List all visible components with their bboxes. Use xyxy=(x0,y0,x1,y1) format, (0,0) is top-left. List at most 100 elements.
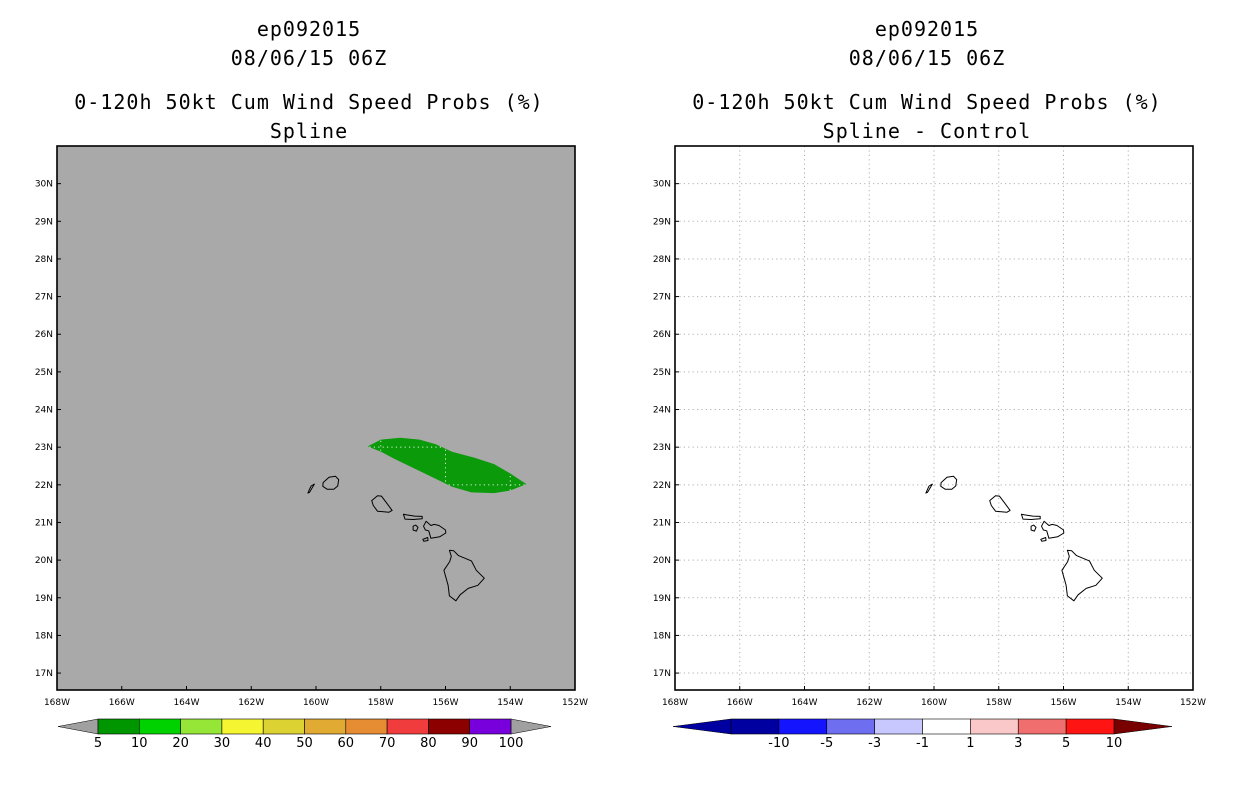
lon-tick-label: 166W xyxy=(109,698,135,708)
lat-tick-label: 25N xyxy=(653,368,671,378)
probability-area xyxy=(367,437,527,494)
colorbar-label: 40 xyxy=(255,736,272,751)
colorbar-swatch xyxy=(1065,718,1115,735)
colorbar-label: 5 xyxy=(1062,736,1070,751)
island-kahoolawe-outline xyxy=(1040,537,1047,542)
island-lanai-outline xyxy=(412,524,419,532)
product-title: 0-120h 50kt Cum Wind Speed Probs (%) xyxy=(74,90,544,114)
map-frame xyxy=(56,145,576,691)
lat-tick-label: 19N xyxy=(35,594,53,604)
colorbar-swatch xyxy=(826,718,875,735)
colorbar-label: -10 xyxy=(768,736,789,751)
colorbar-label: 3 xyxy=(1014,736,1022,751)
lat-tick-label: 18N xyxy=(35,631,53,641)
island-kauai-outline xyxy=(322,475,340,490)
lat-tick-label: 23N xyxy=(35,443,53,453)
map-frame xyxy=(674,145,1194,691)
colorbar-swatch xyxy=(922,718,971,735)
lat-tick-label: 21N xyxy=(35,518,53,528)
left-panel: ep092015 08/06/15 06Z 0-120h 50kt Cum Wi… xyxy=(35,17,588,751)
island-oahu-outline xyxy=(371,495,393,513)
lat-tick-label: 17N xyxy=(653,669,671,679)
lat-tick-label: 28N xyxy=(35,255,53,265)
lat-tick-label: 29N xyxy=(35,217,53,227)
datetime-title: 08/06/15 06Z xyxy=(848,46,1006,70)
island-hawaii-outline xyxy=(443,549,485,602)
lon-tick-label: 154W xyxy=(1115,698,1141,708)
colorbar-label: 60 xyxy=(338,736,355,751)
colorbar-swatch xyxy=(778,718,828,735)
lat-tick-label: 22N xyxy=(653,481,671,491)
colorbar-label: -1 xyxy=(916,736,929,751)
colorbar-swatch xyxy=(428,718,470,735)
colorbar-label: 90 xyxy=(461,736,478,751)
probability-map: 17N 18N 19N 20N 21N 22N 23N 24N 25N 26N 27N 28N 29N 3… xyxy=(35,145,588,751)
colorbar-label: 80 xyxy=(420,736,437,751)
lon-tick-label: 162W xyxy=(856,698,882,708)
product-title: 0-120h 50kt Cum Wind Speed Probs (%) xyxy=(692,90,1162,114)
colorbar-left-arrow xyxy=(672,718,732,735)
lon-tick-label: 158W xyxy=(986,698,1012,708)
colorbar-label: 1 xyxy=(966,736,974,751)
colorbar-label: 50 xyxy=(296,736,313,751)
colorbar-label: 30 xyxy=(214,736,231,751)
island-maui-outline xyxy=(1041,520,1065,539)
colorbar-swatch xyxy=(970,718,1019,735)
island-hawaii-outline xyxy=(1061,549,1103,602)
lon-tick-label: 164W xyxy=(791,698,817,708)
colorbar-label: 10 xyxy=(131,736,148,751)
colorbar-label: 10 xyxy=(1106,736,1123,751)
island-oahu-outline xyxy=(989,495,1011,513)
lon-tick-label: 152W xyxy=(1180,698,1206,708)
lon-tick-label: 168W xyxy=(44,698,70,708)
lat-tick-label: 17N xyxy=(35,669,53,679)
lon-tick-label: 164W xyxy=(173,698,199,708)
colorbar-label: 70 xyxy=(379,736,396,751)
colorbar-swatch xyxy=(180,718,223,735)
lat-tick-label: 20N xyxy=(653,556,671,566)
storm-id-title: ep092015 xyxy=(874,17,980,41)
difference-map: 17N 18N 19N 20N 21N 22N 23N 24N 25N 26N 27N 28N 29N 3… xyxy=(653,145,1206,751)
island-maui-outline xyxy=(423,520,447,539)
colorbar-swatch xyxy=(97,718,140,735)
method-title: Spline - Control xyxy=(822,119,1032,143)
island-kauai-outline xyxy=(940,475,958,490)
lon-tick-label: 160W xyxy=(921,698,947,708)
colorbar-label: 100 xyxy=(499,736,524,751)
lat-tick-label: 22N xyxy=(35,481,53,491)
lat-tick-label: 28N xyxy=(653,255,671,265)
island-niihau-outline xyxy=(307,483,315,494)
island-lanai-outline xyxy=(1030,524,1037,532)
lon-tick-label: 162W xyxy=(238,698,264,708)
colorbar-swatch xyxy=(221,718,264,735)
colorbar-label: -3 xyxy=(868,736,881,751)
colorbar-swatch xyxy=(874,718,923,735)
colorbar-swatch xyxy=(730,718,780,735)
lon-tick-label: 152W xyxy=(562,698,588,708)
colorbar-label: -5 xyxy=(820,736,833,751)
colorbar-swatch xyxy=(139,718,181,735)
storm-id-title: ep092015 xyxy=(256,17,362,41)
lat-tick-label: 26N xyxy=(35,330,53,340)
island-niihau-outline xyxy=(925,483,933,494)
datetime-title: 08/06/15 06Z xyxy=(230,46,388,70)
lat-tick-label: 30N xyxy=(35,180,53,190)
lat-tick-label: 30N xyxy=(653,180,671,190)
island-molokai-outline xyxy=(402,513,423,520)
lon-tick-label: 168W xyxy=(662,698,688,708)
lat-tick-label: 27N xyxy=(653,293,671,303)
lat-tick-label: 23N xyxy=(653,443,671,453)
method-title: Spline xyxy=(269,119,349,143)
colorbar-swatch xyxy=(1017,718,1067,735)
lon-tick-label: 156W xyxy=(432,698,458,708)
lat-tick-label: 20N xyxy=(35,556,53,566)
lon-tick-label: 158W xyxy=(368,698,394,708)
lon-tick-label: 160W xyxy=(303,698,329,708)
lon-tick-label: 154W xyxy=(497,698,523,708)
right-panel: ep092015 08/06/15 06Z 0-120h 50kt Cum Wi… xyxy=(618,0,1236,800)
lat-tick-label: 24N xyxy=(653,406,671,416)
colorbar-swatch xyxy=(469,718,512,735)
lon-tick-label: 166W xyxy=(727,698,753,708)
island-molokai-outline xyxy=(1020,513,1041,520)
colorbar-swatch xyxy=(262,718,305,735)
